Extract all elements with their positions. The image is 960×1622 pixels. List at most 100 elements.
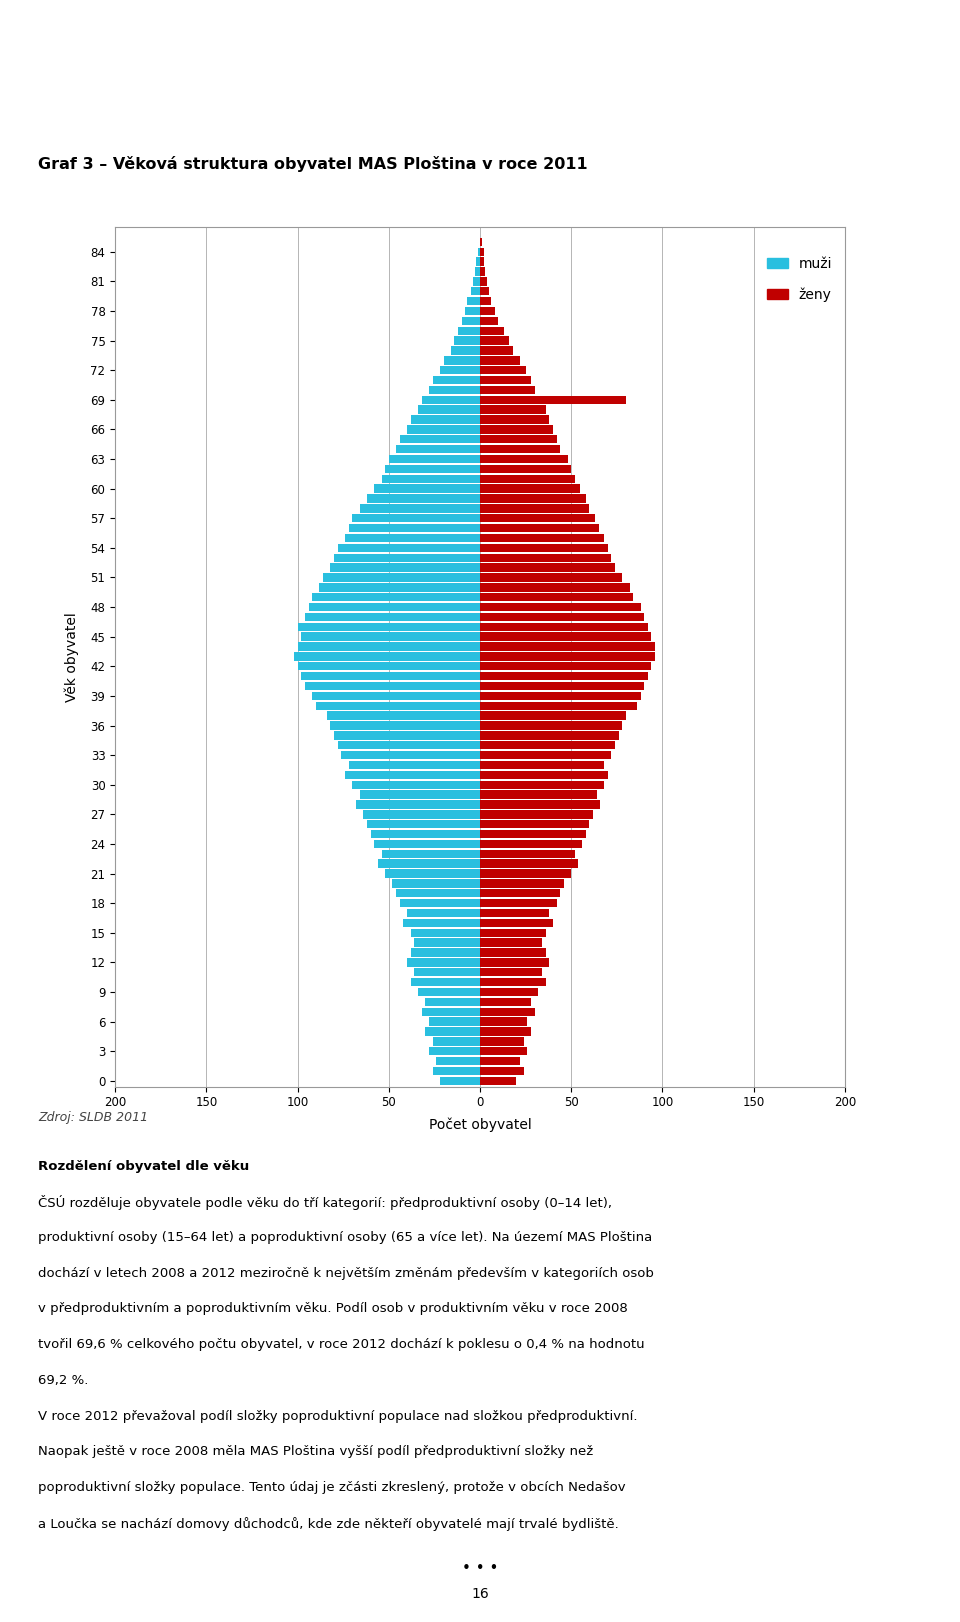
Bar (480, 988, 539, 996)
Bar (480, 396, 626, 404)
Text: V roce 2012 převažoval podíl složky poproduktivní populace nad složkou předprodu: V roce 2012 převažoval podíl složky popr… (38, 1410, 637, 1422)
Bar (433, 376, 480, 384)
Bar (480, 603, 640, 611)
Bar (480, 1007, 535, 1015)
Bar (480, 1036, 524, 1046)
Bar (389, 454, 480, 464)
Bar (320, 584, 480, 592)
Bar (374, 840, 480, 848)
Bar (480, 258, 484, 266)
Bar (480, 425, 553, 433)
Bar (305, 681, 480, 691)
Bar (429, 1017, 480, 1025)
Bar (352, 780, 480, 788)
Bar (345, 770, 480, 779)
Bar (480, 869, 571, 878)
X-axis label: Počet obyvatel: Počet obyvatel (428, 1118, 532, 1132)
Bar (480, 307, 494, 315)
Bar (480, 268, 486, 276)
Bar (480, 573, 622, 582)
Bar (425, 1027, 480, 1036)
Bar (480, 1077, 516, 1085)
Bar (480, 345, 513, 355)
Bar (411, 949, 480, 957)
Bar (480, 652, 655, 660)
Bar (480, 850, 575, 858)
Bar (480, 238, 482, 247)
Bar (480, 780, 604, 788)
Bar (480, 732, 618, 740)
Bar (480, 928, 545, 938)
Bar (480, 1017, 527, 1025)
Bar (352, 514, 480, 522)
Bar (480, 662, 652, 670)
Bar (363, 809, 480, 819)
Text: 16: 16 (471, 1586, 489, 1601)
Bar (330, 563, 480, 573)
Bar (371, 830, 480, 839)
Bar (334, 732, 480, 740)
Bar (326, 712, 480, 720)
Text: Zdroj: SLDB 2011: Zdroj: SLDB 2011 (38, 1111, 149, 1124)
Bar (411, 928, 480, 938)
Bar (480, 534, 604, 542)
Bar (480, 800, 600, 809)
Bar (480, 761, 604, 769)
Bar (480, 464, 571, 474)
Bar (298, 642, 480, 650)
Bar (425, 998, 480, 1006)
Bar (470, 287, 480, 295)
Bar (480, 860, 579, 868)
Bar (301, 672, 480, 680)
Text: a Loučka se nachází domovy důchodců, kde zde někteří obyvatelé mají trvalé bydli: a Loučka se nachází domovy důchodců, kde… (38, 1517, 619, 1531)
Bar (433, 1067, 480, 1075)
Bar (474, 268, 480, 276)
Bar (480, 939, 542, 947)
Bar (454, 336, 480, 345)
Bar (301, 633, 480, 641)
Bar (480, 770, 608, 779)
Bar (480, 415, 549, 423)
Text: Rozdělení obyvatel dle věku: Rozdělení obyvatel dle věku (38, 1160, 250, 1173)
Bar (480, 435, 557, 443)
Text: ČSÚ rozděluje obyvatele podle věku do tří kategorií: předproduktivní osoby (0–14: ČSÚ rozděluje obyvatele podle věku do tř… (38, 1195, 612, 1210)
Bar (480, 326, 504, 334)
Bar (480, 722, 622, 730)
Bar (480, 543, 608, 551)
Bar (385, 464, 480, 474)
Text: Graf 3 – Věková struktura obyvatel MAS Ploština v roce 2011: Graf 3 – Věková struktura obyvatel MAS P… (38, 156, 588, 172)
Bar (480, 524, 599, 532)
Bar (480, 702, 636, 710)
Bar (480, 444, 561, 453)
Bar (480, 504, 589, 513)
Text: Naopak ještě v roce 2008 měla MAS Ploština vyšší podíl předproduktivní složky ne: Naopak ještě v roce 2008 měla MAS Plošti… (38, 1445, 593, 1458)
Legend: muži, ženy: muži, ženy (761, 251, 838, 308)
Bar (440, 1077, 480, 1085)
Bar (480, 584, 630, 592)
Bar (429, 386, 480, 394)
Bar (338, 543, 480, 551)
Bar (480, 672, 648, 680)
Bar (338, 741, 480, 749)
Bar (468, 297, 480, 305)
Bar (480, 475, 575, 483)
Bar (480, 1027, 531, 1036)
Bar (294, 652, 480, 660)
Bar (407, 959, 480, 967)
Bar (480, 248, 484, 256)
Bar (385, 869, 480, 878)
Bar (480, 681, 644, 691)
Bar (407, 908, 480, 916)
Bar (436, 1058, 480, 1066)
Bar (480, 406, 545, 414)
Bar (334, 553, 480, 561)
Bar (480, 1058, 520, 1066)
Bar (415, 968, 480, 976)
Bar (480, 623, 648, 631)
Bar (480, 454, 567, 464)
Bar (381, 850, 480, 858)
Text: poproduktivní složky populace. Tento údaj je zčásti zkreslený, protože v obcích : poproduktivní složky populace. Tento úda… (38, 1481, 626, 1494)
Bar (480, 495, 586, 503)
Bar (480, 376, 531, 384)
Bar (440, 367, 480, 375)
